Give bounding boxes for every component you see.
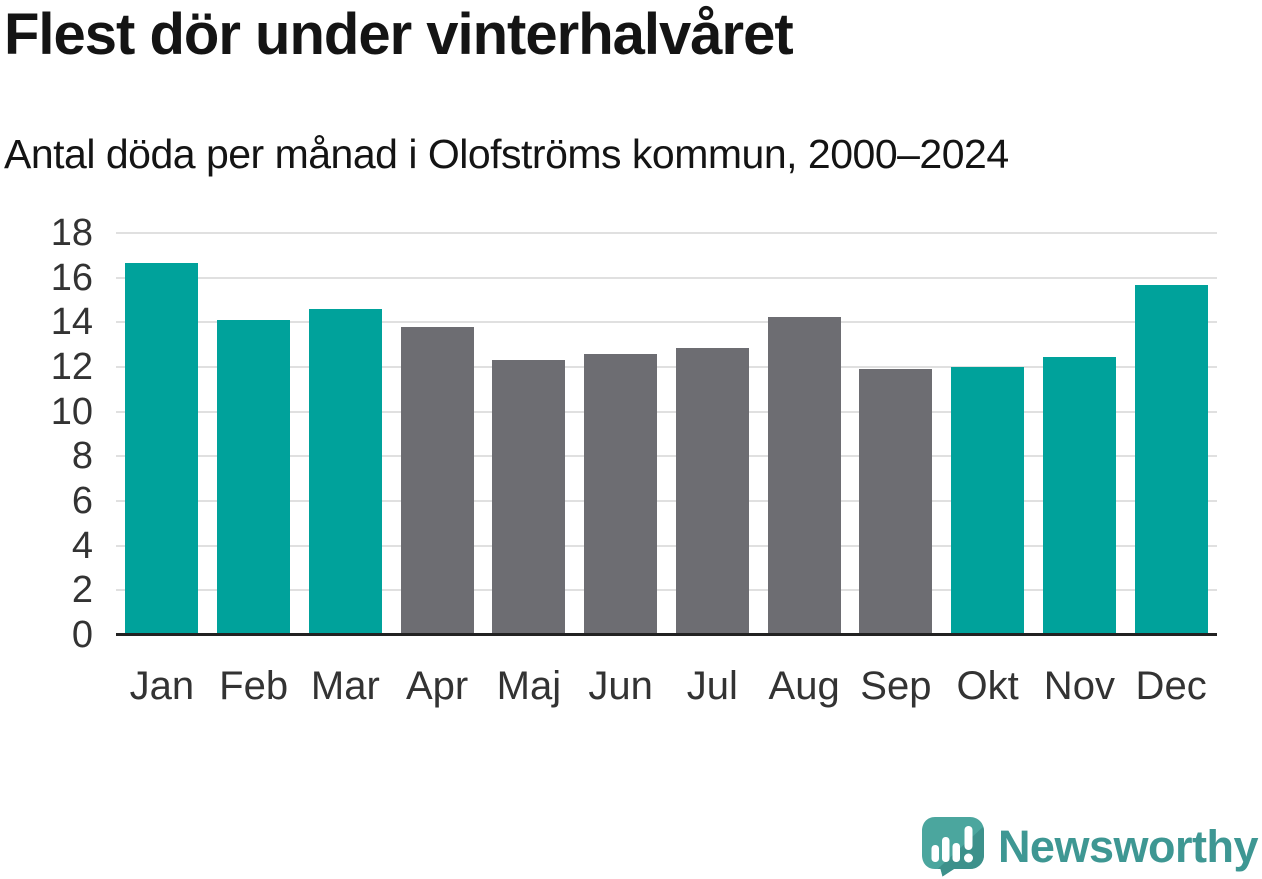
bar-slot-feb: Feb [208,233,300,706]
gridline-2 [116,589,1217,592]
bar-slot-mar: Mar [300,233,392,706]
newsworthy-logo-icon [921,817,984,877]
gridline-8 [116,455,1217,458]
y-tick-label-16: 16 [50,256,93,299]
y-tick-label-4: 4 [71,524,93,567]
bar-group: Jan Feb Mar Apr Maj Jun Jul Aug Sep Okt Nov Dec [116,233,1217,706]
x-tick-label-sep: Sep [860,664,932,708]
bar-slot-dec: Dec [1125,233,1217,706]
y-tick-label-10: 10 [50,390,93,433]
y-tick-label-6: 6 [71,480,93,522]
logo-chart-bar-2 [941,837,950,862]
y-tick-label-18: 18 [50,212,93,254]
bar-slot-maj: Maj [483,233,575,706]
x-tick-label-jan: Jan [129,664,195,708]
gridline-14 [116,321,1217,324]
bar-aug [767,316,841,635]
newsworthy-logo-text: Newsworthy [997,821,1259,872]
logo-exclamation-dot [963,853,973,863]
bar-feb [217,320,291,635]
bar-dec [1134,285,1208,635]
y-tick-label-14: 14 [50,301,93,344]
x-tick-label-maj: Maj [496,664,562,708]
x-tick-label-apr: Apr [406,664,469,708]
chart-title: Flest dör under vinterhalvåret [4,2,794,67]
gridline-12 [116,366,1217,368]
x-tick-label-okt: Okt [956,664,1019,708]
y-tick-label-8: 8 [71,435,93,478]
x-tick-label-jun: Jun [588,664,653,708]
gridline-6 [116,500,1217,502]
bar-jan [125,263,199,635]
x-tick-label-jul: Jul [686,664,738,708]
x-tick-label-feb: Feb [219,664,289,708]
bar-jul [675,348,749,635]
x-tick-label-nov: Nov [1043,664,1115,708]
bar-nov [1042,356,1116,635]
logo-exclamation-line [964,826,973,850]
bar-slot-jan: Jan [116,233,208,706]
x-axis-line [116,633,1217,636]
bar-slot-jul: Jul [667,233,759,706]
bar-slot-nov: Nov [1034,233,1126,706]
bar-mar [308,308,382,635]
x-tick-label-mar: Mar [310,664,380,708]
logo-chart-bar-3 [952,843,960,862]
y-tick-label-2: 2 [71,569,93,612]
bar-apr [400,326,474,635]
bar-slot-sep: Sep [850,233,942,706]
bar-jun [584,353,658,635]
y-tick-label-0: 0 [71,614,93,656]
x-tick-label-aug: Aug [768,664,840,708]
bar-slot-apr: Apr [391,233,483,706]
y-tick-label-12: 12 [50,346,93,388]
bar-slot-aug: Aug [758,233,850,706]
gridline-18 [116,232,1217,234]
bar-okt [951,367,1025,635]
gridline-10 [116,410,1217,413]
newsworthy-logo: Newsworthy [921,816,1259,877]
chart-subtitle: Antal döda per månad i Olofströms kommun… [4,131,1009,177]
bar-sep [859,369,933,635]
bar-slot-okt: Okt [942,233,1034,706]
bar-slot-jun: Jun [575,233,667,706]
gridline-16 [116,276,1217,279]
gridline-4 [116,544,1217,547]
bar-maj [492,360,566,635]
logo-chart-bar-1 [931,845,939,862]
x-tick-label-dec: Dec [1135,664,1207,708]
